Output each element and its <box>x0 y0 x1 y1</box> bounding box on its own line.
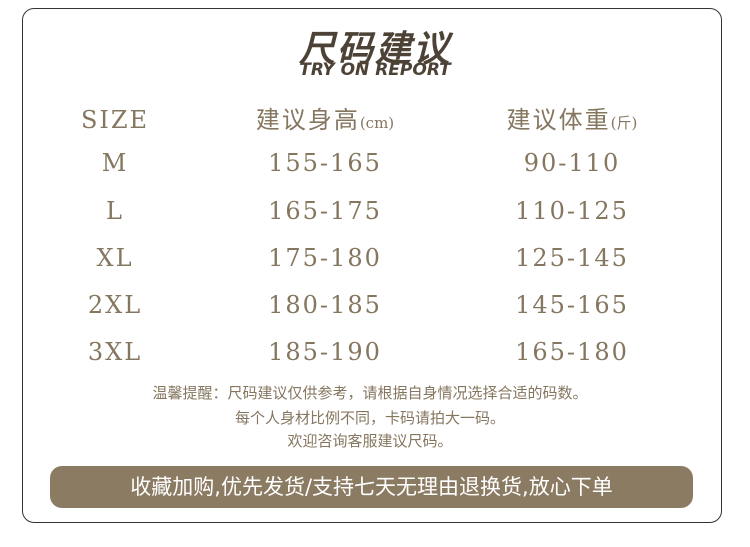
header-unit: (斤) <box>610 114 638 132</box>
table-cell: L <box>106 197 124 225</box>
table-cell: 165-175 <box>268 197 382 225</box>
table-cell: 90-110 <box>523 149 621 177</box>
table-cell: 2XL <box>87 291 143 319</box>
banner: 收藏加购,优先发货/支持七天无理由退换货,放心下单 <box>50 466 693 508</box>
header-unit: (cm) <box>359 114 395 132</box>
table-cell: 185-190 <box>268 338 382 366</box>
table-cell: 155-165 <box>268 149 382 177</box>
header-text: SIZE <box>80 106 150 134</box>
column-header: 建议身高(cm) <box>195 105 455 138</box>
table-cell: 175-180 <box>268 244 382 272</box>
note-line: 欢迎咨询客服建议尺码。 <box>287 432 453 450</box>
header-text: 建议身高 <box>255 106 360 134</box>
table-cell: 145-165 <box>515 291 629 319</box>
note-line: 每个人身材比例不同，卡码请拍大一码。 <box>234 409 505 427</box>
header-text: 建议体重 <box>506 106 611 134</box>
table-cell: 3XL <box>87 338 143 366</box>
table-cell: XL <box>96 244 134 272</box>
title: 尺码建议 <box>298 29 451 70</box>
subtitle: TRY ON REPORT <box>299 60 451 80</box>
card-border <box>22 8 722 523</box>
note-line: 温馨提醒：尺码建议仅供参考，请根据自身情况选择合适的码数。 <box>152 384 588 402</box>
table-cell: 125-145 <box>515 244 629 272</box>
table-cell: 180-185 <box>268 291 382 319</box>
table-cell: 165-180 <box>515 338 629 366</box>
column-header: 建议体重(斤) <box>442 105 702 138</box>
table-cell: M <box>101 149 129 177</box>
column-header: SIZE <box>0 105 245 135</box>
table-cell: 110-125 <box>515 197 629 225</box>
